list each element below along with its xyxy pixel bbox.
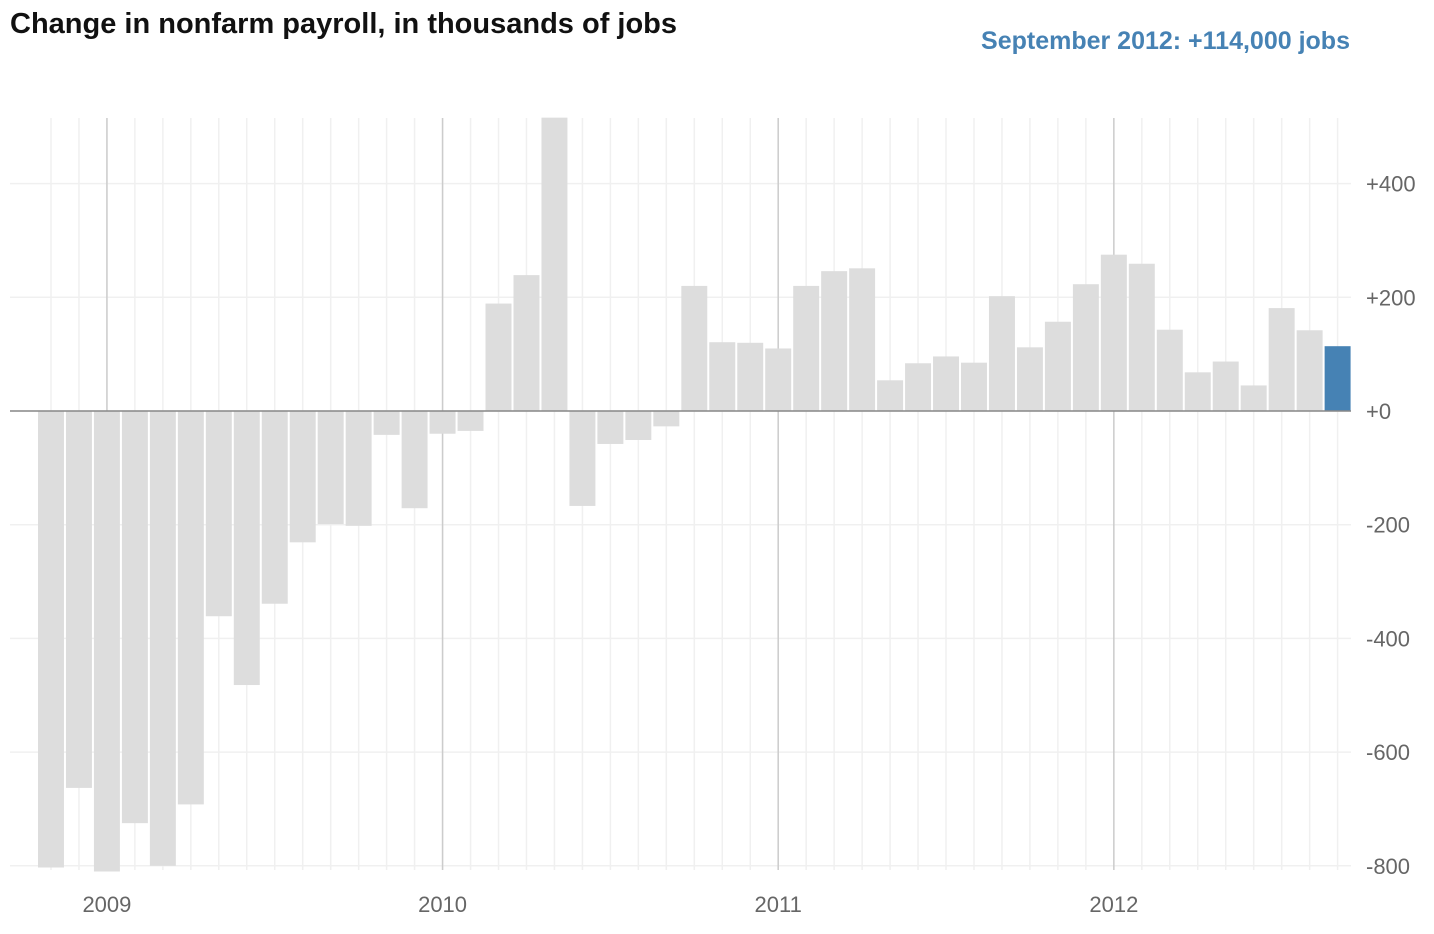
y-tick-label: +0 <box>1366 399 1391 424</box>
bar-2011-08 <box>961 362 987 411</box>
bar-2009-01 <box>93 411 120 872</box>
y-tick-label: +400 <box>1366 172 1416 197</box>
x-tick-label: 2012 <box>1089 892 1138 917</box>
bar-2012-04 <box>1184 372 1211 411</box>
bar-2010-03 <box>485 303 512 411</box>
bar-2011-12 <box>1072 284 1099 411</box>
chart-title: Change in nonfarm payroll, in thousands … <box>10 8 678 40</box>
y-tick-label: +200 <box>1366 285 1416 310</box>
bar-2012-06 <box>1240 385 1267 411</box>
bar-2009-12 <box>401 411 428 509</box>
bar-2008-12 <box>65 411 92 788</box>
bar-2011-10 <box>1016 347 1043 411</box>
y-tick-label: -400 <box>1366 626 1410 651</box>
highlight-label: September 2012: +114,000 jobs <box>981 27 1350 55</box>
bar-2011-02 <box>793 285 820 411</box>
bar-2010-10 <box>681 285 708 411</box>
bar-2012-01 <box>1100 254 1127 411</box>
bar-2011-03 <box>821 271 848 411</box>
bar-2011-04 <box>849 268 876 411</box>
bar-2009-03 <box>149 411 176 866</box>
bar-2011-05 <box>877 380 904 411</box>
x-axis-ticks: 2009 2010 2011 2012 <box>82 892 1138 917</box>
bar-2012-07 <box>1268 308 1295 411</box>
bar-2009-02 <box>121 411 148 824</box>
bar-2010-01 <box>429 411 456 434</box>
bar-2009-07 <box>261 411 288 604</box>
bar-2010-07 <box>597 411 624 444</box>
bar-2011-11 <box>1044 321 1071 411</box>
bar-2011-07 <box>933 356 960 411</box>
bar-2010-09 <box>653 411 680 427</box>
bar-2010-06 <box>569 411 596 506</box>
bar-2009-08 <box>289 411 316 543</box>
bar-2012-03 <box>1156 329 1183 411</box>
bar-2009-11 <box>373 411 400 435</box>
bar-2009-10 <box>345 411 372 526</box>
y-tick-label: -200 <box>1366 513 1410 538</box>
bar-2011-09 <box>988 296 1015 411</box>
bar-2010-08 <box>625 411 652 440</box>
bar-2010-05 <box>541 117 568 412</box>
bars <box>38 117 1351 872</box>
x-tick-label: 2009 <box>82 892 131 917</box>
bar-2011-06 <box>905 363 932 411</box>
bar-2010-04 <box>513 275 540 411</box>
y-axis-ticks: +400 +200 +0 -200 -400 -600 -800 <box>1366 172 1416 879</box>
bar-2009-04 <box>177 411 204 805</box>
bar-2010-11 <box>709 342 736 411</box>
bar-2010-02 <box>457 411 484 431</box>
bar-2009-06 <box>233 411 260 686</box>
bar-2012-09 <box>1324 346 1351 411</box>
bar-2012-05 <box>1212 361 1239 411</box>
bar-2011-01 <box>765 348 792 411</box>
bar-2012-08 <box>1296 330 1323 411</box>
bar-2009-05 <box>205 411 232 617</box>
x-tick-label: 2010 <box>418 892 467 917</box>
bar-2010-12 <box>737 342 764 411</box>
x-tick-label: 2011 <box>755 892 802 917</box>
y-tick-label: -800 <box>1366 854 1410 879</box>
bar-2009-09 <box>317 411 344 525</box>
bar-2012-02 <box>1128 263 1155 411</box>
y-tick-label: -600 <box>1366 740 1410 765</box>
bar-2008-11 <box>38 411 64 868</box>
